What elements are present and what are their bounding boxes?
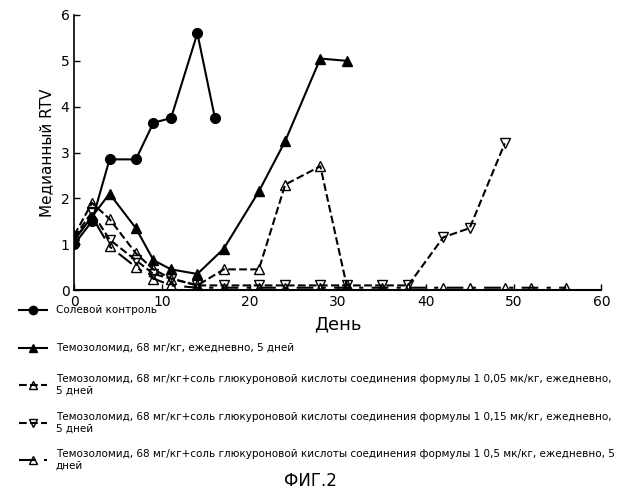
Text: ФИГ.2: ФИГ.2 (283, 472, 337, 490)
X-axis label: День: День (314, 316, 361, 334)
Y-axis label: Медианный RTV: Медианный RTV (38, 88, 54, 216)
Text: Темозоломид, 68 мг/кг, ежедневно, 5 дней: Темозоломид, 68 мг/кг, ежедневно, 5 дней (56, 342, 294, 352)
Text: Солевой контроль: Солевой контроль (56, 305, 157, 315)
Text: Темозоломид, 68 мг/кг+соль глюкуроновой кислоты соединения формулы 1 0,05 мк/кг,: Темозоломид, 68 мг/кг+соль глюкуроновой … (56, 374, 611, 396)
Text: Темозоломид, 68 мг/кг+соль глюкуроновой кислоты соединения формулы 1 0,15 мк/кг,: Темозоломид, 68 мг/кг+соль глюкуроновой … (56, 412, 611, 434)
Text: Темозоломид, 68 мг/кг+соль глюкуроновой кислоты соединения формулы 1 0,5 мк/кг, : Темозоломид, 68 мг/кг+соль глюкуроновой … (56, 449, 614, 471)
